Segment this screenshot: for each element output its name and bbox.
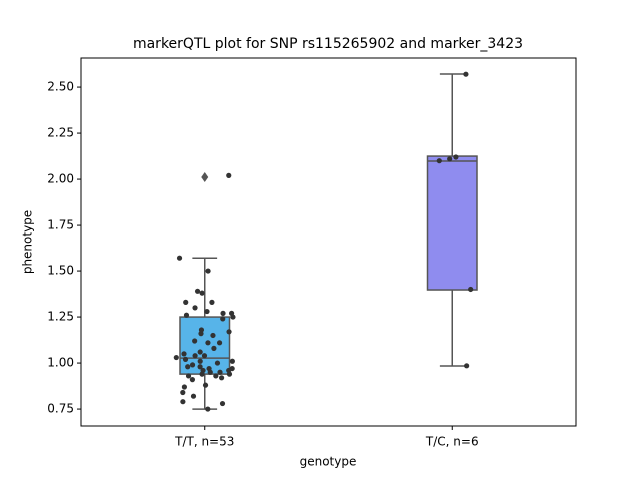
point xyxy=(181,351,187,357)
point xyxy=(180,399,186,405)
point xyxy=(205,406,211,412)
point xyxy=(192,338,198,344)
y-axis-label: phenotype xyxy=(21,210,35,274)
point xyxy=(183,299,189,305)
point xyxy=(216,340,223,346)
point xyxy=(213,373,219,379)
point xyxy=(204,308,210,315)
point xyxy=(181,384,188,390)
y-tick-label: 1.00 xyxy=(47,356,74,370)
point xyxy=(189,362,196,368)
point xyxy=(199,290,205,296)
point xyxy=(190,393,197,399)
point xyxy=(214,360,221,366)
plot-frame xyxy=(80,57,577,427)
x-axis-label: genotype xyxy=(300,455,357,469)
point xyxy=(209,299,215,305)
point xyxy=(192,353,198,359)
point xyxy=(468,286,474,293)
point xyxy=(197,358,203,364)
point xyxy=(197,349,203,355)
point xyxy=(180,389,186,396)
point xyxy=(185,364,191,370)
point xyxy=(230,314,236,320)
point xyxy=(211,345,217,351)
point xyxy=(194,288,201,294)
y-tick-label: 1.50 xyxy=(47,264,74,278)
point xyxy=(220,316,226,322)
point xyxy=(192,305,198,311)
y-tick-label: 0.75 xyxy=(47,402,74,416)
y-tick-label: 1.75 xyxy=(47,218,74,232)
point xyxy=(205,268,211,274)
point xyxy=(226,172,232,178)
point xyxy=(189,377,196,383)
point xyxy=(205,340,211,346)
x-tick-label: T/C, n=6 xyxy=(425,435,479,449)
point xyxy=(173,354,179,361)
point xyxy=(201,353,208,359)
point xyxy=(447,156,453,162)
point xyxy=(210,332,216,339)
point xyxy=(220,310,226,316)
point xyxy=(436,158,442,164)
box xyxy=(426,155,478,291)
point xyxy=(217,369,223,375)
point xyxy=(176,255,183,261)
point xyxy=(185,373,192,379)
point xyxy=(183,312,190,318)
outlier xyxy=(201,172,209,183)
point xyxy=(229,358,235,364)
y-tick-label: 2.50 xyxy=(47,80,74,94)
x-tick-label: T/T, n=53 xyxy=(174,435,234,449)
point xyxy=(453,154,459,160)
point xyxy=(182,356,189,362)
point xyxy=(226,371,233,377)
chart-title: markerQTL plot for SNP rs115265902 and m… xyxy=(133,36,523,52)
point xyxy=(464,363,470,369)
point xyxy=(207,369,213,375)
y-tick-label: 2.25 xyxy=(47,126,74,140)
y-tick-label: 1.25 xyxy=(47,310,74,324)
point xyxy=(219,400,226,407)
y-tick-label: 2.00 xyxy=(47,172,74,186)
point xyxy=(198,331,204,337)
point xyxy=(218,375,225,381)
point xyxy=(226,329,232,335)
point xyxy=(197,364,203,370)
point xyxy=(199,371,205,377)
point xyxy=(202,382,209,388)
point xyxy=(463,71,469,77)
